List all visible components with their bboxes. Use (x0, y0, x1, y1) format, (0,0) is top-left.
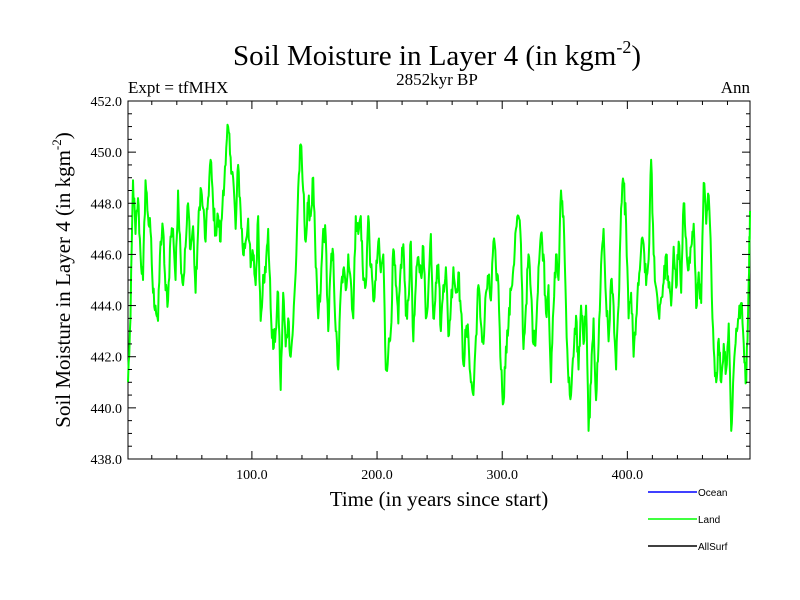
y-tick-label: 438.0 (91, 453, 123, 468)
x-tick-label: 100.0 (236, 468, 268, 483)
x-axis-label: Time (in years since start) (330, 487, 549, 511)
y-tick-label: 446.0 (91, 248, 123, 263)
y-tick-label: 452.0 (91, 95, 123, 110)
subtitle-right: Ann (721, 78, 751, 97)
legend-label-allsurf: AllSurf (698, 542, 728, 553)
y-tick-label: 450.0 (91, 146, 123, 161)
legend: Ocean Land AllSurf (648, 488, 728, 553)
subtitle-left: Expt = tfMHX (128, 78, 228, 97)
y-tick-label: 442.0 (91, 351, 123, 366)
subtitle-center: 2852kyr BP (396, 70, 478, 89)
y-tick-label: 448.0 (91, 197, 123, 212)
y-tick-labels: 438.0 440.0 442.0 444.0 446.0 448.0 450.0 452.0 (91, 95, 123, 468)
chart-title: Soil Moisture in Layer 4 (in kgm-2) (233, 37, 641, 72)
series-line-land (127, 123, 751, 432)
legend-label-ocean: Ocean (698, 488, 727, 499)
y-tick-label: 440.0 (91, 402, 123, 417)
x-tick-label: 400.0 (612, 468, 644, 483)
legend-label-land: Land (698, 515, 720, 526)
x-tick-label: 200.0 (361, 468, 393, 483)
x-tick-labels: 100.0 200.0 300.0 400.0 (236, 468, 643, 483)
y-tick-label: 444.0 (91, 300, 123, 315)
x-tick-label: 300.0 (486, 468, 518, 483)
y-axis-label: Soil Moisture in Layer 4 (in kgm-2) (49, 132, 75, 427)
axis-ticks (128, 101, 750, 459)
